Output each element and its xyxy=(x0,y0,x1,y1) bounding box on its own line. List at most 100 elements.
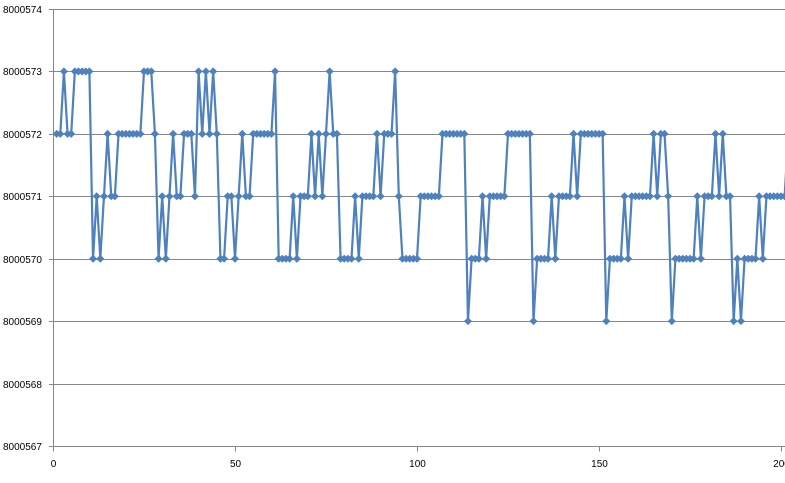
data-point xyxy=(711,129,720,138)
data-point xyxy=(372,129,381,138)
data-point xyxy=(165,192,174,201)
data-point xyxy=(158,192,167,201)
data-point xyxy=(460,129,469,138)
data-point xyxy=(56,129,65,138)
data-point xyxy=(201,67,210,76)
y-tick-label: 8000571 xyxy=(3,192,42,203)
data-point xyxy=(92,192,101,201)
data-point xyxy=(660,129,669,138)
data-point xyxy=(736,317,745,326)
data-point xyxy=(387,129,396,138)
data-point xyxy=(307,129,316,138)
x-tick-label: 100 xyxy=(409,459,426,470)
data-point xyxy=(664,192,673,201)
y-tick-label: 8000567 xyxy=(3,442,42,453)
y-tick-label: 8000572 xyxy=(3,130,42,141)
data-point xyxy=(161,254,170,263)
data-point xyxy=(394,192,403,201)
data-point xyxy=(347,254,356,263)
y-tick-label: 8000570 xyxy=(3,255,42,266)
data-point xyxy=(616,254,625,263)
data-point xyxy=(321,129,331,138)
data-point xyxy=(482,254,491,263)
data-point xyxy=(565,192,574,201)
data-point xyxy=(136,129,145,138)
data-point xyxy=(190,192,199,201)
data-point xyxy=(529,317,538,326)
data-point xyxy=(391,67,400,76)
data-point xyxy=(369,192,378,201)
data-point xyxy=(289,192,298,201)
data-point xyxy=(733,254,742,263)
data-point xyxy=(551,254,560,263)
data-point xyxy=(205,129,214,138)
data-point xyxy=(99,192,108,201)
data-point xyxy=(227,192,236,201)
y-tick-labels: 8000567 8000568 8000569 8000570 8000571 80005… xyxy=(3,5,42,453)
x-tick-label: 200 xyxy=(773,459,785,470)
data-point xyxy=(500,192,509,201)
data-point xyxy=(434,192,443,201)
x-tick-label: 50 xyxy=(230,459,242,470)
data-point xyxy=(154,254,163,263)
data-point xyxy=(59,67,68,76)
data-point xyxy=(755,192,764,201)
data-point xyxy=(169,129,178,138)
data-point xyxy=(234,192,243,201)
data-point xyxy=(271,67,280,76)
data-point xyxy=(573,192,582,201)
data-point xyxy=(707,192,716,201)
data-point xyxy=(751,254,760,263)
data-point xyxy=(314,129,323,138)
data-point xyxy=(332,129,341,138)
data-point xyxy=(325,67,334,76)
data-point xyxy=(311,192,320,201)
data-point xyxy=(220,254,229,263)
data-point xyxy=(303,192,312,201)
data-point xyxy=(238,129,247,138)
data-point xyxy=(176,192,185,201)
data-point xyxy=(696,254,705,263)
data-point xyxy=(85,67,94,76)
data-point xyxy=(463,317,472,326)
data-point xyxy=(667,317,676,326)
data-point xyxy=(212,129,221,138)
data-point xyxy=(245,192,254,201)
data-point xyxy=(478,192,487,201)
data-point xyxy=(318,192,327,201)
data-point xyxy=(718,129,727,138)
data-point xyxy=(474,254,483,263)
y-tick-label: 8000573 xyxy=(3,67,42,78)
data-point xyxy=(96,254,105,263)
data-point xyxy=(602,317,611,326)
data-point xyxy=(147,67,156,76)
data-point xyxy=(67,129,76,138)
data-point xyxy=(103,129,112,138)
data-point xyxy=(150,129,159,138)
data-point xyxy=(110,192,119,201)
data-point xyxy=(525,129,534,138)
data-point xyxy=(715,192,724,201)
data-point xyxy=(285,254,294,263)
data-point xyxy=(598,129,607,138)
data-point xyxy=(689,254,698,263)
y-tick-label: 8000574 xyxy=(3,5,42,16)
data-point xyxy=(729,317,738,326)
data-point xyxy=(758,254,767,263)
data-point xyxy=(198,129,207,138)
data-point xyxy=(376,192,385,201)
data-point xyxy=(693,192,702,201)
data-point xyxy=(292,254,301,263)
x-tick-labels: 0 50 100 150 200 xyxy=(51,459,785,470)
data-point xyxy=(620,192,629,201)
data-point xyxy=(544,254,553,263)
data-point xyxy=(547,192,556,201)
data-point xyxy=(649,129,658,138)
data-point xyxy=(569,129,578,138)
x-tick-label: 150 xyxy=(591,459,608,470)
data-point xyxy=(624,254,633,263)
data-point xyxy=(187,129,196,138)
data-point xyxy=(194,67,203,76)
y-tick-label: 8000568 xyxy=(3,380,42,391)
